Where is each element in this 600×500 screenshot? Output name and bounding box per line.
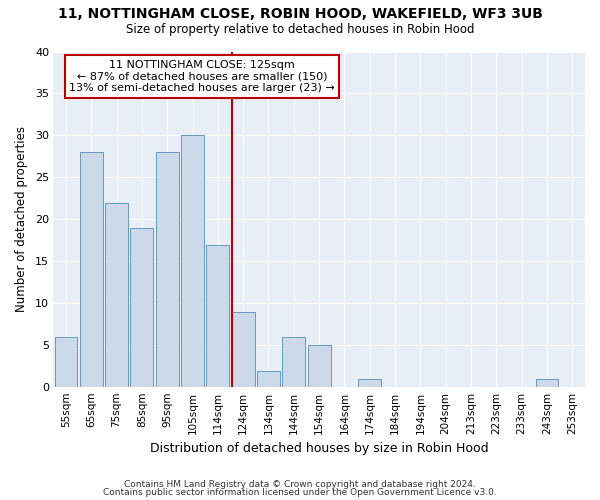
Bar bbox=[80, 152, 103, 388]
Y-axis label: Number of detached properties: Number of detached properties bbox=[15, 126, 28, 312]
Bar bbox=[181, 136, 204, 388]
Bar bbox=[55, 337, 77, 388]
Text: 11 NOTTINGHAM CLOSE: 125sqm
← 87% of detached houses are smaller (150)
13% of se: 11 NOTTINGHAM CLOSE: 125sqm ← 87% of det… bbox=[69, 60, 335, 93]
Bar bbox=[358, 379, 381, 388]
Bar bbox=[232, 312, 254, 388]
Bar bbox=[206, 244, 229, 388]
Bar bbox=[257, 370, 280, 388]
Bar bbox=[536, 379, 559, 388]
Bar bbox=[283, 337, 305, 388]
Text: Contains HM Land Registry data © Crown copyright and database right 2024.: Contains HM Land Registry data © Crown c… bbox=[124, 480, 476, 489]
Bar bbox=[308, 346, 331, 388]
Bar bbox=[156, 152, 179, 388]
Text: Size of property relative to detached houses in Robin Hood: Size of property relative to detached ho… bbox=[126, 22, 474, 36]
Text: 11, NOTTINGHAM CLOSE, ROBIN HOOD, WAKEFIELD, WF3 3UB: 11, NOTTINGHAM CLOSE, ROBIN HOOD, WAKEFI… bbox=[58, 8, 542, 22]
Bar bbox=[105, 202, 128, 388]
Text: Contains public sector information licensed under the Open Government Licence v3: Contains public sector information licen… bbox=[103, 488, 497, 497]
X-axis label: Distribution of detached houses by size in Robin Hood: Distribution of detached houses by size … bbox=[150, 442, 488, 455]
Bar bbox=[130, 228, 153, 388]
